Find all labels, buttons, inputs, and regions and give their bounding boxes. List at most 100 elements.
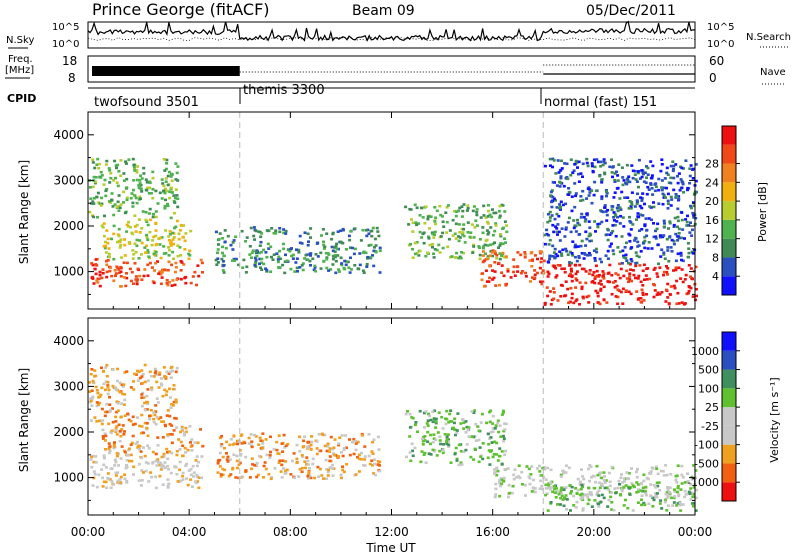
echo-cell bbox=[115, 433, 119, 436]
echo-cell bbox=[596, 301, 600, 304]
echo-cell bbox=[657, 188, 661, 192]
echo-cell bbox=[666, 504, 670, 507]
echo-cell bbox=[647, 188, 651, 191]
echo-cell bbox=[135, 178, 139, 182]
echo-cell bbox=[146, 238, 150, 242]
echo-cell bbox=[112, 386, 116, 390]
echo-cell bbox=[89, 372, 93, 376]
echo-cell bbox=[652, 205, 656, 209]
echo-cell bbox=[616, 204, 620, 207]
echo-cell bbox=[500, 203, 504, 207]
echo-cell bbox=[494, 487, 498, 491]
echo-cell bbox=[586, 502, 590, 506]
echo-cell bbox=[264, 267, 268, 270]
echo-cell bbox=[307, 440, 310, 444]
echo-cell bbox=[433, 230, 437, 234]
echo-cell bbox=[691, 177, 695, 180]
echo-cell bbox=[122, 172, 126, 175]
echo-cell bbox=[189, 478, 193, 481]
echo-cell bbox=[146, 388, 150, 391]
echo-cell bbox=[676, 291, 680, 295]
echo-cell bbox=[196, 441, 200, 445]
echo-cell bbox=[427, 235, 430, 239]
echo-cell bbox=[186, 483, 190, 487]
echo-cell bbox=[342, 448, 346, 451]
echo-cell bbox=[303, 435, 307, 439]
echo-cell bbox=[276, 260, 280, 264]
echo-cell bbox=[156, 401, 160, 404]
echo-cell bbox=[113, 458, 117, 462]
echo-cell bbox=[119, 285, 123, 288]
echo-cell bbox=[605, 486, 609, 490]
echo-cell bbox=[111, 407, 114, 410]
echo-cell bbox=[112, 257, 116, 261]
echo-cell bbox=[107, 247, 111, 250]
velocity-ylabel: Slant Range [km] bbox=[17, 368, 31, 472]
echo-cell bbox=[583, 253, 587, 256]
echo-cell bbox=[244, 469, 248, 472]
echo-cell bbox=[334, 259, 338, 263]
echo-cell bbox=[481, 246, 485, 250]
echo-cell bbox=[169, 471, 173, 475]
echo-cell bbox=[145, 233, 149, 237]
echo-cell bbox=[321, 433, 325, 437]
echo-cell bbox=[179, 277, 183, 281]
echo-cell bbox=[220, 435, 224, 438]
echo-cell bbox=[616, 174, 620, 177]
echo-cell bbox=[163, 187, 167, 191]
echo-cell bbox=[216, 257, 220, 260]
echo-cell bbox=[148, 207, 152, 211]
echo-cell bbox=[568, 216, 571, 220]
echo-cell bbox=[587, 301, 591, 304]
echo-cell bbox=[669, 285, 673, 288]
echo-cell bbox=[494, 252, 497, 255]
echo-cell bbox=[662, 194, 666, 197]
echo-cell bbox=[552, 287, 556, 290]
echo-cell bbox=[569, 272, 572, 276]
echo-cell bbox=[488, 420, 492, 424]
echo-cell bbox=[139, 187, 143, 191]
echo-cell bbox=[692, 204, 696, 208]
echo-cell bbox=[191, 464, 195, 468]
echo-cell bbox=[605, 191, 609, 195]
echo-cell bbox=[320, 234, 323, 237]
echo-cell bbox=[253, 264, 257, 267]
echo-cell bbox=[576, 477, 580, 481]
echo-cell bbox=[674, 232, 678, 236]
echo-cell bbox=[480, 278, 484, 282]
echo-cell bbox=[291, 253, 295, 257]
echo-cell bbox=[648, 277, 652, 281]
echo-cell bbox=[655, 467, 659, 471]
echo-cell bbox=[488, 254, 492, 257]
echo-cell bbox=[163, 466, 167, 469]
echo-cell bbox=[154, 222, 158, 225]
echo-cell bbox=[265, 255, 269, 259]
echo-cell bbox=[103, 414, 107, 418]
echo-cell bbox=[568, 300, 572, 304]
echo-cell bbox=[229, 243, 233, 247]
echo-cell bbox=[680, 186, 684, 190]
echo-cell bbox=[556, 233, 559, 236]
echo-cell bbox=[129, 420, 133, 423]
echo-cell bbox=[92, 470, 96, 473]
echo-cell bbox=[143, 380, 147, 384]
echo-cell bbox=[533, 276, 537, 280]
echo-cell bbox=[508, 491, 512, 495]
echo-cell bbox=[195, 475, 199, 478]
echo-cell bbox=[681, 181, 685, 184]
echo-cell bbox=[602, 158, 606, 161]
echo-cell bbox=[347, 234, 351, 238]
echo-cell bbox=[539, 251, 543, 255]
echo-cell bbox=[426, 251, 429, 255]
echo-cell bbox=[552, 485, 556, 488]
echo-cell bbox=[124, 162, 128, 165]
echo-cell bbox=[120, 256, 124, 259]
echo-cell bbox=[140, 227, 144, 230]
echo-cell bbox=[113, 269, 117, 272]
echo-cell bbox=[105, 259, 108, 263]
echo-cell bbox=[667, 259, 671, 263]
echo-cell bbox=[553, 487, 557, 491]
echo-cell bbox=[417, 254, 421, 257]
echo-cell bbox=[108, 169, 112, 172]
echo-cell bbox=[131, 157, 135, 161]
